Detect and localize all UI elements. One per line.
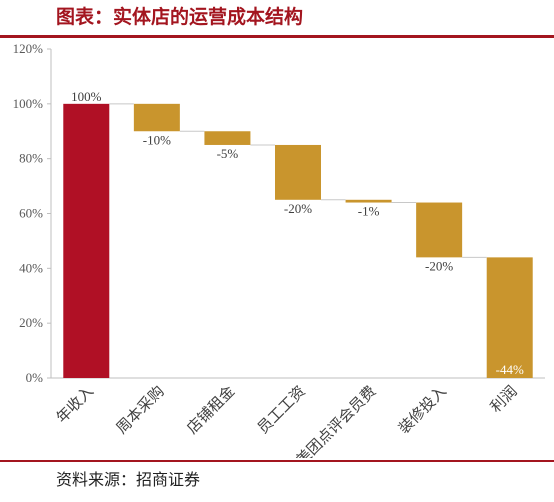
waterfall-chart: 0% 20% 40% 60% 80% 100% 120% 100% 年收入 -10% 周本采购 -5%… bbox=[13, 41, 545, 458]
bar bbox=[63, 103, 110, 378]
y-tick-label: 80% bbox=[19, 151, 43, 166]
y-tick-label: 40% bbox=[19, 260, 43, 275]
y-tick-label: 120% bbox=[13, 41, 44, 56]
bar bbox=[133, 103, 180, 132]
bar bbox=[345, 199, 392, 203]
data-label: -1% bbox=[358, 204, 380, 219]
data-label: -10% bbox=[143, 132, 171, 147]
data-label: -5% bbox=[217, 146, 239, 161]
y-tick-label: 20% bbox=[19, 315, 43, 330]
source-note: 资料来源：招商证券 bbox=[56, 470, 201, 489]
y-tick-label: 100% bbox=[13, 96, 44, 111]
x-tick-label: 装修投入 bbox=[395, 382, 450, 437]
x-tick-label: 年收入 bbox=[53, 382, 98, 427]
bar bbox=[416, 202, 463, 258]
data-label: -44% bbox=[496, 362, 524, 377]
x-tick-label: 店铺租金 bbox=[183, 382, 238, 437]
data-label: 100% bbox=[71, 89, 102, 104]
bar bbox=[275, 144, 321, 200]
bar bbox=[486, 257, 533, 378]
y-tick-label: 0% bbox=[26, 370, 44, 385]
x-tick-label: 利润 bbox=[487, 382, 521, 416]
data-label: -20% bbox=[284, 201, 312, 216]
x-tick-label: 员工工资 bbox=[254, 382, 309, 437]
page-title: 图表：实体店的运营成本结构 bbox=[56, 6, 304, 28]
x-tick-label: 周本采购 bbox=[113, 382, 168, 437]
bar bbox=[204, 131, 251, 145]
footer-divider bbox=[0, 460, 554, 462]
y-tick-label: 60% bbox=[19, 206, 43, 221]
data-label: -20% bbox=[425, 258, 453, 273]
title-divider bbox=[0, 35, 554, 38]
